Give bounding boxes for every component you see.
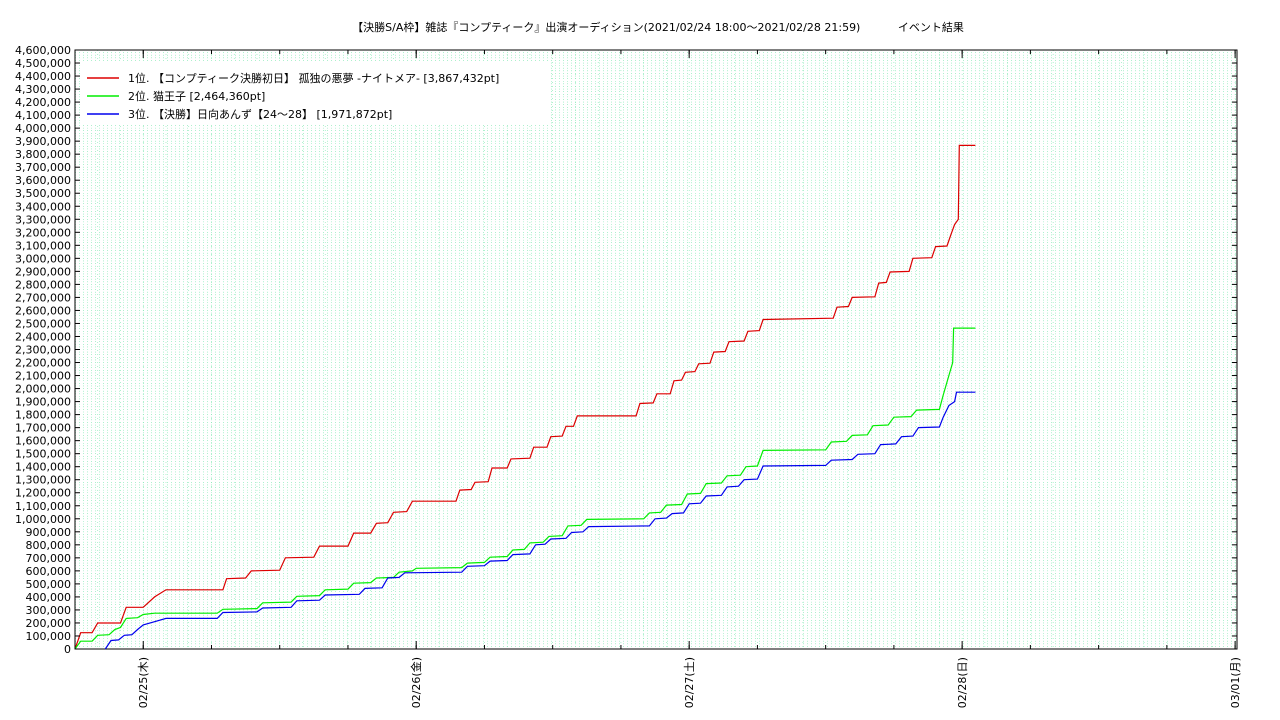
y-tick-label: 4,300,000 bbox=[15, 83, 71, 96]
y-tick-label: 3,100,000 bbox=[15, 239, 71, 252]
y-tick-label: 2,600,000 bbox=[15, 304, 71, 317]
y-tick-label: 1,500,000 bbox=[15, 448, 71, 461]
legend: 1位. 【コンプティーク決勝初日】 孤独の悪夢 -ナイトメア- [3,867,4… bbox=[82, 62, 548, 124]
chart-title-suffix: イベント結果 bbox=[898, 20, 964, 34]
y-tick-label: 900,000 bbox=[26, 526, 72, 539]
y-tick-label: 1,200,000 bbox=[15, 487, 71, 500]
x-tick-label: 03/01(月) bbox=[1229, 657, 1242, 708]
y-tick-label: 2,900,000 bbox=[15, 265, 71, 278]
y-tick-label: 4,400,000 bbox=[15, 70, 71, 83]
y-tick-label: 800,000 bbox=[26, 539, 72, 552]
series-line-1 bbox=[74, 144, 976, 650]
legend-label-1: 1位. 【コンプティーク決勝初日】 孤独の悪夢 -ナイトメア- [3,867,4… bbox=[128, 71, 499, 85]
y-tick-label: 3,000,000 bbox=[15, 252, 71, 265]
y-tick-label: 500,000 bbox=[26, 578, 72, 591]
x-tick-label: 02/28(日) bbox=[956, 657, 969, 708]
y-tick-label: 3,300,000 bbox=[15, 213, 71, 226]
y-tick-label: 0 bbox=[64, 643, 71, 656]
y-tick-label: 1,600,000 bbox=[15, 435, 71, 448]
x-tick-label: 02/25(木) bbox=[137, 657, 150, 708]
chart-title: 【決勝S/A枠】雑誌『コンプティーク』出演オーディション(2021/02/24 … bbox=[352, 20, 964, 34]
x-axis: 02/25(木) 02/26(金) 02/27(土) 02/28(日) 03/01(月) bbox=[74, 50, 1242, 708]
y-tick-label: 600,000 bbox=[26, 565, 72, 578]
y-tick-label: 1,400,000 bbox=[15, 461, 71, 474]
grid bbox=[74, 49, 1237, 650]
series-line-3 bbox=[104, 391, 976, 650]
y-tick-label: 300,000 bbox=[26, 604, 72, 617]
x-tick-label: 02/27(土) bbox=[683, 657, 696, 708]
y-tick-label: 1,700,000 bbox=[15, 422, 71, 435]
y-tick-label: 3,800,000 bbox=[15, 148, 71, 161]
y-tick-label: 4,000,000 bbox=[15, 122, 71, 135]
series-line-2 bbox=[74, 327, 976, 650]
y-tick-label: 3,500,000 bbox=[15, 187, 71, 200]
y-tick-label: 1,100,000 bbox=[15, 500, 71, 513]
legend-label-2: 2位. 猫王子 [2,464,360pt] bbox=[128, 89, 265, 103]
legend-label-3: 3位. 【決勝】日向あんず【24〜28】 [1,971,872pt] bbox=[128, 107, 392, 121]
y-tick-label: 2,000,000 bbox=[15, 383, 71, 396]
x-tick-label: 02/26(金) bbox=[409, 657, 423, 708]
y-tick-label: 4,100,000 bbox=[15, 109, 71, 122]
y-tick-label: 1,300,000 bbox=[15, 474, 71, 487]
y-tick-label: 4,600,000 bbox=[15, 44, 71, 57]
legend-box bbox=[82, 62, 548, 124]
y-tick-label: 3,400,000 bbox=[15, 200, 71, 213]
y-tick-label: 100,000 bbox=[26, 630, 72, 643]
y-tick-label: 2,200,000 bbox=[15, 357, 71, 370]
y-tick-label: 2,300,000 bbox=[15, 344, 71, 357]
y-tick-label: 400,000 bbox=[26, 591, 72, 604]
y-tick-label: 3,600,000 bbox=[15, 174, 71, 187]
y-tick-label: 3,700,000 bbox=[15, 161, 71, 174]
y-axis: 0100,000200,000300,000400,000500,000600,… bbox=[15, 44, 1237, 656]
y-tick-label: 2,800,000 bbox=[15, 278, 71, 291]
series-layer bbox=[74, 144, 976, 650]
y-tick-label: 3,900,000 bbox=[15, 135, 71, 148]
y-tick-label: 2,400,000 bbox=[15, 330, 71, 343]
y-tick-label: 1,000,000 bbox=[15, 513, 71, 526]
y-tick-label: 2,100,000 bbox=[15, 370, 71, 383]
y-tick-label: 2,500,000 bbox=[15, 317, 71, 330]
y-tick-label: 4,500,000 bbox=[15, 57, 71, 70]
y-tick-label: 200,000 bbox=[26, 617, 72, 630]
y-tick-label: 4,200,000 bbox=[15, 96, 71, 109]
y-tick-label: 1,800,000 bbox=[15, 409, 71, 422]
y-tick-label: 3,200,000 bbox=[15, 226, 71, 239]
chart-title-main: 【決勝S/A枠】雑誌『コンプティーク』出演オーディション(2021/02/24 … bbox=[352, 20, 860, 34]
y-tick-label: 1,900,000 bbox=[15, 396, 71, 409]
y-tick-label: 2,700,000 bbox=[15, 291, 71, 304]
y-tick-label: 700,000 bbox=[26, 552, 72, 565]
